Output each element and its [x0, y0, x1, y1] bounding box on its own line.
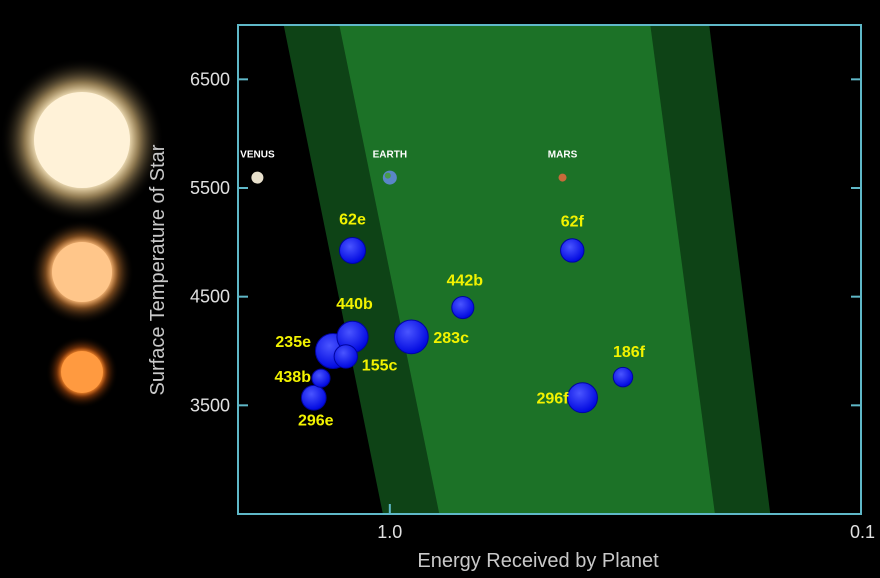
star-cool-icon [61, 351, 103, 393]
y-axis-title: Surface Temperature of Star [147, 144, 169, 395]
x-axis: 1.0 0.1 [377, 504, 875, 542]
planet-label: 62f [561, 213, 585, 230]
y-tick-label: 4500 [190, 287, 230, 307]
x-axis-title: Energy Received by Planet [417, 550, 659, 572]
x-tick-label: 1.0 [377, 522, 402, 542]
reference-planets: VENUS EARTH MARS [240, 150, 578, 185]
planet-marker [567, 382, 598, 414]
planet-marker [333, 344, 359, 369]
habitable-zone [283, 25, 771, 514]
x-tick-label: 0.1 [850, 522, 875, 542]
y-tick-label: 5500 [190, 178, 230, 198]
star-legend [0, 58, 164, 408]
planet-label: 155c [362, 357, 398, 374]
planet-marker [560, 238, 585, 263]
planet-marker [311, 368, 331, 388]
planet-marker [612, 366, 634, 388]
planet-label: 442b [447, 273, 484, 290]
planet-marker [451, 295, 475, 320]
y-tick-label: 6500 [190, 69, 230, 89]
planet-marker [339, 236, 367, 264]
planet-label: 283c [433, 330, 469, 347]
planet-label: 296f [536, 391, 569, 408]
planet-label: 235e [275, 334, 311, 351]
planet-marker [393, 319, 429, 355]
habitable-zone-inner [339, 25, 715, 514]
reference-planet-label: MARS [548, 150, 578, 161]
star-warm-icon [52, 242, 112, 302]
planet-marker [300, 384, 327, 411]
reference-planet-label: EARTH [373, 150, 407, 161]
reference-planet-label: VENUS [240, 150, 275, 161]
venus-icon [251, 171, 264, 184]
planet-label: 440b [336, 296, 373, 313]
y-tick-label: 3500 [190, 395, 230, 415]
star-hot-icon [34, 92, 130, 188]
planet-label: 296e [298, 413, 334, 430]
planet-label: 438b [275, 369, 312, 386]
mars-icon [558, 173, 567, 182]
plot-frame [237, 24, 862, 515]
y-axis: 3500 4500 5500 6500 [190, 69, 861, 415]
planet-label: 62e [339, 211, 366, 228]
planet-markers: 62e 62f 442b 440b 283c 235e 155c 438b 186f 296f 29… [275, 211, 646, 429]
planet-label: 186f [613, 344, 646, 361]
earth-land-icon [384, 172, 391, 179]
